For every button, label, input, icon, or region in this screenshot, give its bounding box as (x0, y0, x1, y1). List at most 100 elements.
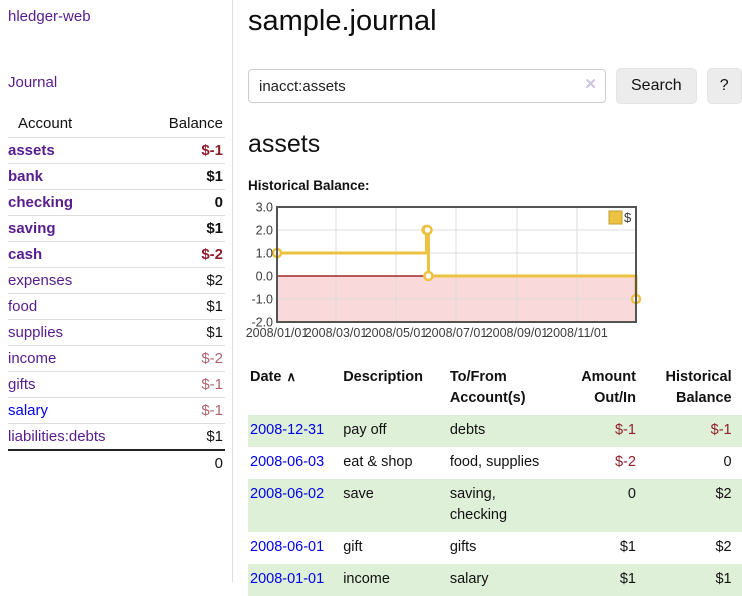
txn-description: pay off (343, 422, 387, 439)
sort-asc-icon: ∧ (286, 369, 296, 384)
page-title: sample.journal (248, 5, 437, 37)
date-link[interactable]: 2008-06-01 (250, 539, 325, 556)
account-link[interactable]: gifts (8, 376, 36, 393)
svg-text:-1.0: -1.0 (251, 293, 273, 307)
txn-accounts: debts (449, 422, 486, 439)
balance-column-header: Historical Balance (665, 369, 732, 407)
txn-balance: $1 (715, 571, 732, 588)
account-balance: $-1 (137, 397, 225, 424)
account-balance: $2 (137, 267, 225, 294)
account-balance: $1 (137, 163, 225, 190)
svg-text:1.0: 1.0 (256, 247, 273, 261)
txn-description: gift (343, 539, 363, 556)
search-input-wrap: ✕ (248, 69, 606, 103)
account-link[interactable]: bank (8, 168, 44, 185)
svg-text:$: $ (624, 210, 632, 225)
balance-column-header: Balance (168, 115, 223, 132)
account-row: cash $-2 (8, 241, 225, 268)
svg-text:3.0: 3.0 (256, 201, 273, 215)
txn-description: eat & shop (343, 454, 413, 471)
date-column-header[interactable]: Date ∧ (250, 369, 296, 385)
account-link[interactable]: assets (8, 142, 55, 159)
account-row: checking 0 (8, 189, 225, 216)
account-row: assets $-1 (8, 137, 225, 164)
date-link[interactable]: 2008-12-31 (250, 422, 325, 439)
account-row: supplies $1 (8, 319, 225, 346)
accounts-column-header: To/From Account(s) (449, 369, 526, 407)
txn-balance: $2 (715, 486, 732, 503)
svg-text:2008/03/01: 2008/03/01 (305, 326, 368, 340)
table-row: 2008-06-02 save saving, checking 0 $2 (248, 479, 742, 533)
amount-column-header: Amount Out/In (581, 369, 636, 407)
svg-text:2008/07/01: 2008/07/01 (425, 326, 488, 340)
account-link[interactable]: liabilities:debts (8, 428, 106, 445)
svg-text:-2.0: -2.0 (251, 316, 273, 330)
txn-amount: 0 (627, 486, 636, 503)
table-row: 2008-12-31 pay off debts $-1 $-1 (248, 415, 742, 448)
description-column-header: Description (343, 369, 423, 385)
txn-balance: $2 (715, 539, 732, 556)
account-link[interactable]: saving (8, 220, 56, 237)
chart-label: Historical Balance: (248, 178, 370, 193)
txn-amount: $1 (619, 571, 636, 588)
account-link[interactable]: cash (8, 246, 43, 263)
account-link[interactable]: food (8, 298, 38, 315)
txn-accounts: food, supplies (449, 454, 540, 471)
account-balance: $-2 (137, 241, 225, 268)
search-input[interactable] (248, 69, 606, 103)
txn-amount: $1 (619, 539, 636, 556)
svg-text:2008/01/01: 2008/01/01 (246, 326, 309, 340)
transactions-header-row: Date ∧ Description To/From Account(s) Amo… (248, 365, 742, 415)
txn-accounts: salary (449, 571, 489, 588)
svg-text:0.0: 0.0 (256, 270, 273, 284)
account-link[interactable]: checking (8, 194, 74, 211)
account-row: food $1 (8, 293, 225, 320)
brand-link[interactable]: hledger-web (8, 8, 91, 25)
sidebar: hledger-web Journal Account Balance asse… (0, 0, 233, 582)
date-link[interactable]: 2008-01-01 (250, 571, 325, 588)
account-row: salary $-1 (8, 397, 225, 424)
search-help-button[interactable]: ? (706, 68, 742, 104)
svg-text:2.0: 2.0 (256, 224, 273, 238)
account-balance: $1 (137, 423, 225, 450)
search-button[interactable]: Search (616, 68, 697, 104)
historical-balance-chart: $3.0 2.0 1.0 0.0 -1.0 -2.02008/01/012008/03/0… (246, 201, 642, 340)
date-link[interactable]: 2008-06-03 (250, 454, 325, 471)
table-row: 2008-06-03 eat & shop food, supplies $-2 0 (248, 447, 742, 479)
search-form: ✕ Search ? (248, 68, 742, 104)
table-row: 2008-06-01 gift gifts $1 $2 (248, 532, 742, 564)
account-link[interactable]: salary (8, 402, 49, 419)
account-tree: Account Balance assets $-1 bank $1 checking 0… (8, 112, 225, 476)
svg-text:2008/05/01: 2008/05/01 (365, 326, 428, 340)
clear-search-icon[interactable]: ✕ (584, 76, 597, 93)
account-row: gifts $-1 (8, 371, 225, 398)
account-balance: $1 (137, 319, 225, 346)
account-row: bank $1 (8, 163, 225, 190)
svg-text:2008/11/01: 2008/11/01 (546, 326, 608, 340)
txn-description: save (343, 486, 374, 503)
txn-accounts: saving, checking (449, 486, 508, 524)
account-balance: $1 (137, 215, 225, 242)
table-row: 2008-01-01 income salary $1 $1 (248, 564, 742, 596)
transactions-table: Date ∧ Description To/From Account(s) Amo… (248, 365, 742, 596)
txn-balance: 0 (723, 454, 732, 471)
account-tree-total: 0 (137, 449, 225, 476)
account-link[interactable]: income (8, 350, 57, 367)
account-balance: $-1 (137, 371, 225, 398)
account-tree-header: Account Balance (8, 112, 225, 138)
account-row: expenses $2 (8, 267, 225, 294)
svg-text:2008/09/01: 2008/09/01 (486, 326, 549, 340)
date-link[interactable]: 2008-06-02 (250, 486, 325, 503)
account-tree-total-row: 0 (8, 449, 225, 476)
txn-balance: $-1 (710, 422, 732, 439)
account-link[interactable]: expenses (8, 272, 73, 289)
account-link[interactable]: supplies (8, 324, 64, 341)
sidebar-item-journal[interactable]: Journal (8, 74, 58, 91)
account-column-header: Account (18, 115, 73, 132)
account-balance: 0 (137, 189, 225, 216)
account-row: liabilities:debts $1 (8, 423, 225, 450)
main-content: sample.journal ✕ Search ? assets Histori… (233, 0, 742, 596)
account-heading: assets (248, 130, 321, 158)
account-balance: $1 (137, 293, 225, 320)
